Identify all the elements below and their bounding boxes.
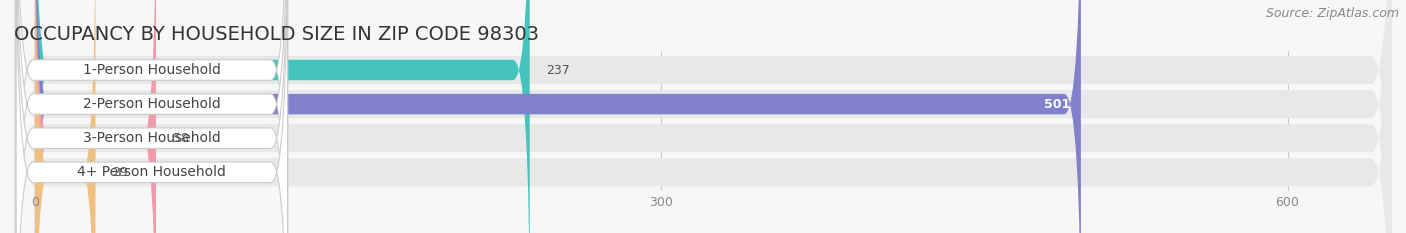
Text: 3-Person Household: 3-Person Household: [83, 131, 221, 145]
FancyBboxPatch shape: [15, 0, 288, 233]
FancyBboxPatch shape: [35, 0, 530, 233]
FancyBboxPatch shape: [14, 0, 1392, 233]
FancyBboxPatch shape: [35, 0, 96, 233]
Text: OCCUPANCY BY HOUSEHOLD SIZE IN ZIP CODE 98303: OCCUPANCY BY HOUSEHOLD SIZE IN ZIP CODE …: [14, 25, 538, 44]
Text: 58: 58: [173, 132, 188, 145]
FancyBboxPatch shape: [14, 0, 1392, 233]
FancyBboxPatch shape: [35, 0, 156, 233]
FancyBboxPatch shape: [15, 0, 288, 233]
Text: 501: 501: [1045, 98, 1070, 111]
FancyBboxPatch shape: [14, 0, 1392, 233]
Text: 4+ Person Household: 4+ Person Household: [77, 165, 226, 179]
FancyBboxPatch shape: [15, 0, 288, 233]
Text: 237: 237: [547, 64, 571, 76]
Text: 2-Person Household: 2-Person Household: [83, 97, 221, 111]
Text: Source: ZipAtlas.com: Source: ZipAtlas.com: [1265, 7, 1399, 20]
Text: 1-Person Household: 1-Person Household: [83, 63, 221, 77]
FancyBboxPatch shape: [14, 0, 1392, 233]
FancyBboxPatch shape: [35, 0, 1081, 233]
Text: 29: 29: [112, 166, 128, 179]
FancyBboxPatch shape: [15, 0, 288, 233]
